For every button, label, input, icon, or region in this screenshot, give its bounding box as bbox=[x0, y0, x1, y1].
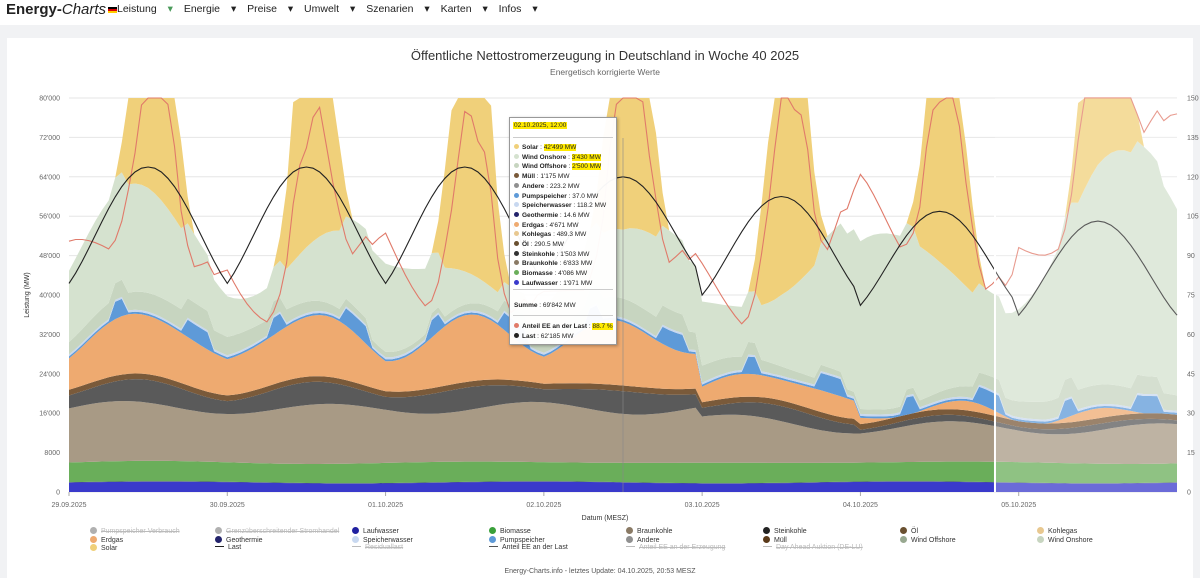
y2-tick-label: 135 bbox=[1187, 135, 1199, 142]
brand-logo[interactable]: Energy-Charts bbox=[6, 1, 118, 18]
y2-tick-label: 120 bbox=[1187, 174, 1199, 181]
tooltip-row: Öl : 290.5 MW bbox=[514, 241, 564, 248]
legend-item[interactable]: Laufwasser bbox=[352, 527, 399, 535]
y2-tick-label: 75 bbox=[1187, 293, 1195, 300]
y2-tick-label: 90 bbox=[1187, 253, 1195, 260]
menu-szenarien[interactable]: Szenarien ▾ bbox=[366, 3, 430, 15]
x-axis-label: Datum (MESZ) bbox=[582, 515, 629, 522]
y-tick-label: 16'000 bbox=[39, 411, 60, 418]
tooltip-row: Braunkohle : 6'833 MW bbox=[514, 260, 592, 267]
forecast-region bbox=[994, 98, 1177, 492]
legend-item[interactable]: Pumpspeicher bbox=[489, 535, 545, 544]
y-tick-label: 56'000 bbox=[39, 214, 60, 221]
legend-item[interactable]: Day Ahead Auktion (DE-LU) bbox=[763, 544, 863, 551]
y2-tick-label: 150 bbox=[1187, 96, 1199, 103]
y-tick-label: 8000 bbox=[44, 450, 60, 457]
chart-subtitle: Energetisch korrigierte Werte bbox=[550, 67, 660, 77]
legend-item[interactable]: Geothermie bbox=[215, 535, 263, 544]
tooltip-row: Biomasse : 4'086 MW bbox=[514, 270, 587, 277]
tooltip-row: Speicherwasser : 118.2 MW bbox=[514, 202, 606, 209]
x-tick-label: 04.10.2025 bbox=[843, 502, 878, 509]
y2-tick-label: 0 bbox=[1187, 490, 1191, 497]
legend-item[interactable]: Wind Offshore bbox=[900, 535, 956, 544]
y-tick-label: 40'000 bbox=[39, 293, 60, 300]
tooltip-row: Wind Offshore : 2'500 MW bbox=[514, 163, 602, 171]
x-tick-label: 30.09.2025 bbox=[210, 502, 245, 509]
legend-item[interactable]: Kohlegas bbox=[1037, 527, 1077, 535]
legend-item[interactable]: Pumpspeicher Verbrauch bbox=[90, 527, 180, 535]
x-tick-label: 03.10.2025 bbox=[685, 502, 720, 509]
footer-update: Energy-Charts.info - letztes Update: 04.… bbox=[504, 568, 696, 575]
tooltip-row: Kohlegas : 489.3 MW bbox=[514, 231, 586, 238]
legend-item[interactable]: Öl bbox=[900, 527, 918, 535]
tooltip-time: 02.10.2025, 12:00 bbox=[513, 122, 568, 129]
legend-item[interactable]: Müll bbox=[763, 535, 787, 544]
legend-item[interactable]: Braunkohle bbox=[626, 527, 672, 535]
tooltip-row: Geothermie : 14.6 MW bbox=[514, 211, 590, 219]
y-tick-label: 48'000 bbox=[39, 253, 60, 260]
top-navbar: Energy-Charts Leistung ▾ Energie ▾ Preis… bbox=[0, 0, 1200, 25]
legend-item[interactable]: Erdgas bbox=[90, 535, 123, 544]
menu-karten[interactable]: Karten ▾ bbox=[440, 3, 488, 15]
tooltip-row: Steinkohle : 1'503 MW bbox=[514, 250, 589, 258]
tooltip-last: Last : 62'185 MW bbox=[514, 333, 573, 340]
legend-item[interactable]: Andere bbox=[626, 535, 660, 544]
tooltip-row: Erdgas : 4'671 MW bbox=[514, 221, 579, 229]
chart-title: Öffentliche Nettostromerzeugung in Deuts… bbox=[411, 48, 799, 63]
legend-item[interactable]: Solar bbox=[90, 544, 117, 552]
legend-item[interactable]: Speicherwasser bbox=[352, 535, 413, 544]
tooltip-row: Solar : 42'499 MW bbox=[514, 144, 577, 151]
legend-item[interactable]: Anteil EE an der Erzeugung bbox=[626, 544, 725, 551]
tooltip-row: Wind Onshore : 3'430 MW bbox=[514, 153, 601, 161]
tooltip-anteil: Anteil EE an der Last : 88.7 % bbox=[514, 323, 613, 330]
legend-item[interactable]: Last bbox=[215, 544, 241, 551]
main-menu: Leistung ▾ Energie ▾ Preise ▾ Umwelt ▾ S… bbox=[117, 3, 546, 15]
y2-tick-label: 45 bbox=[1187, 371, 1195, 378]
legend-item[interactable]: Grenzüberschreitender Stromhandel bbox=[215, 527, 339, 535]
y-tick-label: 24'000 bbox=[39, 371, 60, 378]
y2-tick-label: 30 bbox=[1187, 411, 1195, 418]
series-anteil-ee[interactable] bbox=[68, 97, 1178, 325]
tooltip-sum: Summe : 69'842 MW bbox=[514, 302, 576, 309]
legend-item[interactable]: Wind Onshore bbox=[1037, 535, 1093, 544]
y-tick-label: 0 bbox=[56, 490, 60, 497]
y-tick-label: 32'000 bbox=[39, 332, 60, 339]
x-tick-label: 01.10.2025 bbox=[368, 502, 403, 509]
area-muell[interactable] bbox=[69, 373, 1177, 430]
y2-tick-label: 15 bbox=[1187, 450, 1195, 457]
area-pumpspeicher[interactable] bbox=[69, 298, 1177, 424]
tooltip-row: Laufwasser : 1'971 MW bbox=[514, 279, 592, 287]
legend-item[interactable]: Steinkohle bbox=[763, 527, 807, 535]
legend-item[interactable]: Residuallast bbox=[352, 544, 403, 551]
y2-tick-label: 60 bbox=[1187, 332, 1195, 339]
menu-infos[interactable]: Infos ▾ bbox=[498, 3, 538, 15]
german-flag-icon bbox=[108, 7, 118, 13]
chart-tooltip: 02.10.2025, 12:00 Solar : 42'499 MW Wind … bbox=[509, 117, 617, 345]
tooltip-row: Müll : 1'175 MW bbox=[514, 173, 569, 180]
y-tick-label: 80'000 bbox=[39, 96, 60, 103]
x-tick-label: 29.09.2025 bbox=[51, 502, 86, 509]
x-tick-label: 05.10.2025 bbox=[1001, 502, 1036, 509]
tooltip-row: Andere : 223.2 MW bbox=[514, 182, 579, 190]
x-tick-label: 02.10.2025 bbox=[526, 502, 561, 509]
menu-leistung[interactable]: Leistung ▾ bbox=[117, 3, 173, 15]
y-tick-label: 64'000 bbox=[39, 174, 60, 181]
legend-item[interactable]: Biomasse bbox=[489, 527, 531, 535]
menu-preise[interactable]: Preise ▾ bbox=[247, 3, 294, 15]
y-tick-label: 72'000 bbox=[39, 135, 60, 142]
menu-energie[interactable]: Energie ▾ bbox=[183, 3, 237, 15]
legend-item[interactable]: Anteil EE an der Last bbox=[489, 544, 568, 551]
y-axis-label: Leistung (MW) bbox=[24, 272, 31, 318]
tooltip-row: Pumpspeicher : 37.0 MW bbox=[514, 192, 598, 200]
y2-tick-label: 105 bbox=[1187, 214, 1199, 221]
menu-umwelt[interactable]: Umwelt ▾ bbox=[304, 3, 356, 15]
